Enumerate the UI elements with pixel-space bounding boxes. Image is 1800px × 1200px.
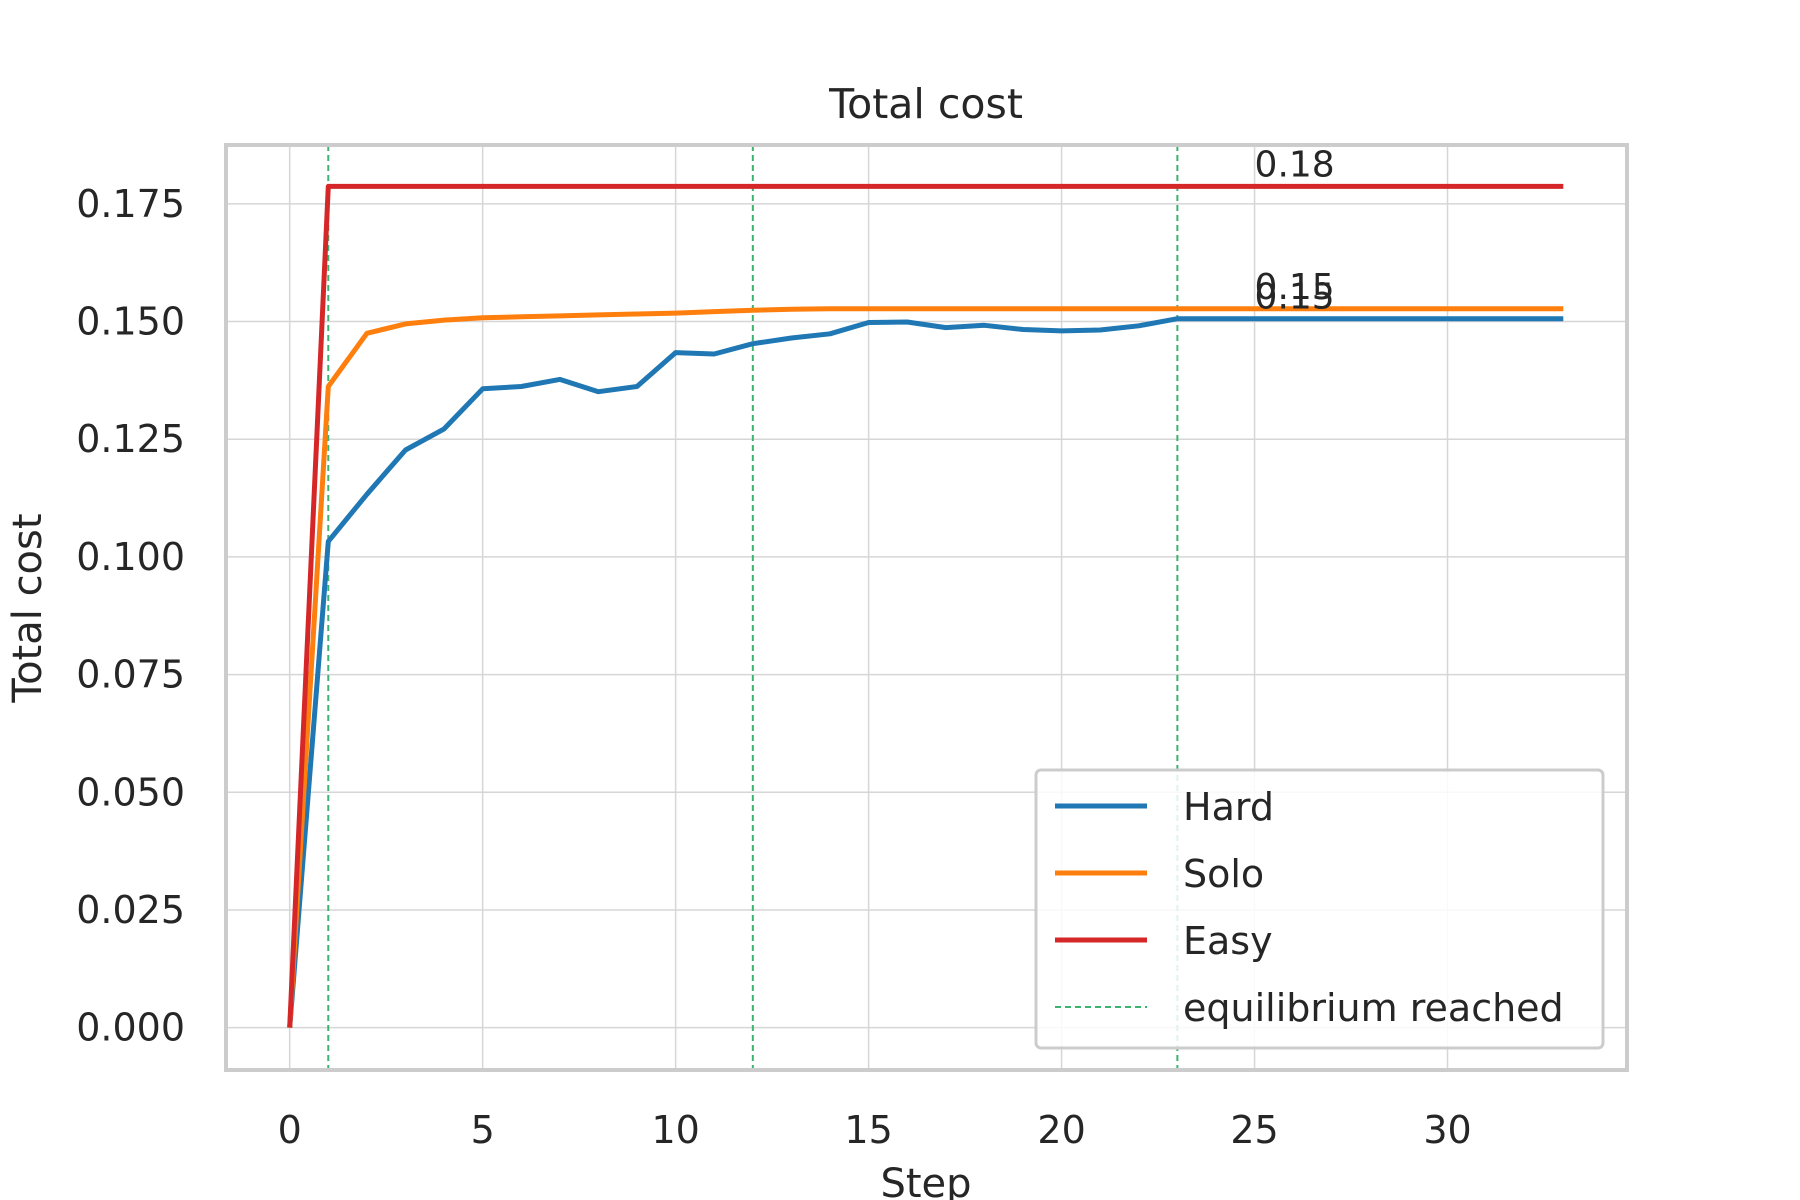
end-value-labels: 0.150.15 0.18 [1255, 144, 1335, 317]
legend-box [1034, 768, 1605, 1050]
x-axis-label: Step [880, 1161, 971, 1200]
end-value-label-solo: 0.15 [1255, 267, 1335, 308]
y-tick-label: 0.000 [76, 1006, 185, 1050]
y-tick-label: 0.150 [76, 300, 185, 344]
series-line-hard [287, 316, 1564, 1028]
end-value-label-easy: 0.18 [1255, 144, 1335, 185]
end-value-label-hard: 0.15 [1255, 277, 1335, 318]
y-tick-label: 0.100 [76, 535, 185, 579]
x-tick-label: 20 [1037, 1108, 1085, 1152]
x-tick-label: 0 [278, 1108, 302, 1152]
series-lines [287, 183, 1564, 1028]
x-tick-label: 30 [1423, 1108, 1471, 1152]
y-tick-label: 0.175 [76, 182, 185, 226]
y-axis-ticks: 0.000 0.025 0.050 0.075 0.100 0.125 0.150 0.175 [76, 182, 185, 1050]
legend-label: Solo [1183, 852, 1264, 896]
legend-label: equilibrium reached [1183, 986, 1564, 1030]
x-tick-label: 5 [471, 1108, 495, 1152]
legend-label: Hard [1183, 785, 1274, 829]
y-axis-label: Total cost [5, 513, 51, 703]
y-tick-label: 0.025 [76, 888, 185, 932]
x-axis-ticks: 0 5 10 15 20 25 30 [278, 1108, 1472, 1152]
legend-label: Easy [1183, 919, 1273, 963]
series-line-solo [287, 306, 1564, 1028]
x-tick-label: 25 [1230, 1108, 1278, 1152]
series-line-easy [287, 183, 1564, 1028]
x-tick-label: 10 [651, 1108, 699, 1152]
y-tick-label: 0.075 [76, 653, 185, 697]
chart-title: Total cost [828, 80, 1023, 128]
y-tick-label: 0.050 [76, 770, 185, 814]
plot-frame [224, 143, 1629, 1072]
legend: Hard Solo Easy equilibrium reached [1034, 768, 1605, 1050]
y-tick-label: 0.125 [76, 417, 185, 461]
x-tick-label: 15 [844, 1108, 892, 1152]
